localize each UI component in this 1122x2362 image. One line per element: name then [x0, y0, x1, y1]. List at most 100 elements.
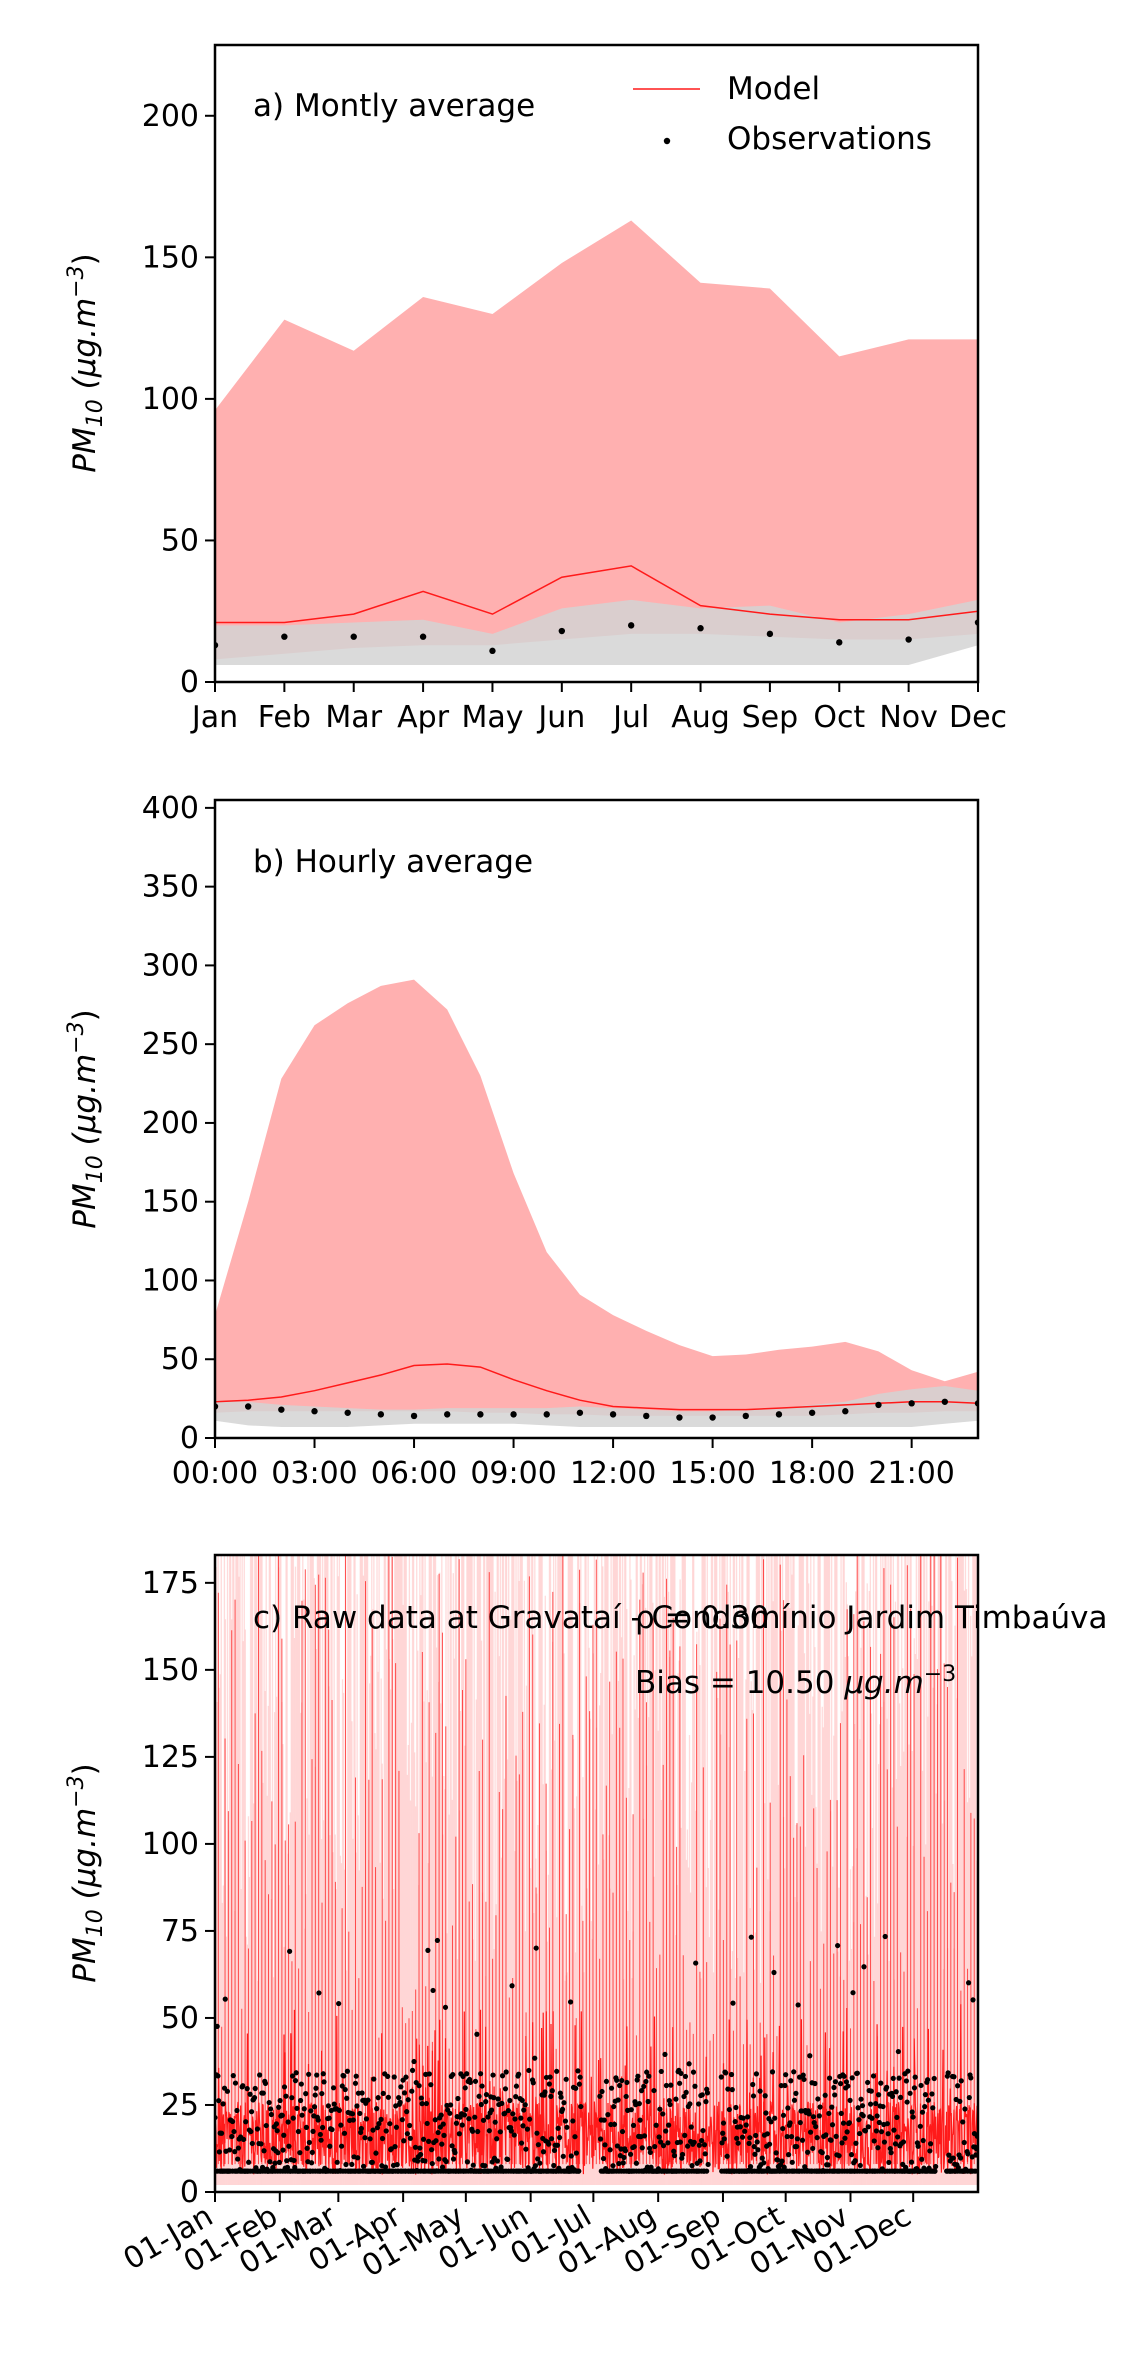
panel-c-observation-point [647, 2149, 653, 2156]
panel-c-observation-point [876, 2119, 882, 2126]
panel-c-observation-point [462, 2085, 468, 2091]
panel-b-observation-point [742, 1412, 749, 1420]
panel-c-observation-point [759, 2155, 765, 2161]
panel-c-observation-point [665, 2140, 671, 2146]
panel-c-observation-point [268, 2106, 274, 2112]
panel-c-observation-point [645, 2098, 651, 2105]
panel-c-observation-point [843, 2079, 850, 2085]
panel-c-observation-point [275, 2150, 281, 2156]
panel-c-observation-point [439, 2164, 446, 2170]
panel-c-observation-point [559, 2106, 566, 2112]
panel-a-observation-point [489, 647, 496, 655]
panel-c-observation-point [404, 2109, 410, 2115]
panel-c-observation-point [873, 2128, 880, 2134]
panel-c-observation-point [783, 2072, 789, 2078]
panel-b-observation-point [875, 1401, 882, 1409]
panel-c-observation-point [605, 2112, 611, 2118]
panel-c-observation-point [563, 2076, 569, 2082]
panel-c-observation-point [849, 2075, 855, 2081]
panel-a-ytick-label: 50 [161, 523, 199, 558]
panel-b-xtick-label: 09:00 [470, 1456, 556, 1491]
panel-c-observation-point [417, 2151, 424, 2158]
panel-c-observation-point [782, 2082, 788, 2089]
panel-c-observation-point [641, 2083, 647, 2090]
panel-b-ytick-label: 100 [142, 1263, 199, 1298]
panel-c-observation-point [577, 2074, 583, 2080]
panel-c-observation-point [502, 2086, 509, 2092]
panel-c-observation-point [919, 2109, 926, 2115]
panel-c-observation-point [845, 2083, 851, 2089]
panel-b-ytick-label: 250 [142, 1027, 199, 1062]
panel-c-observation-point [900, 2139, 907, 2145]
panel-c-observation-point [791, 2097, 798, 2103]
panel-a-xtick-label: Feb [258, 700, 311, 735]
panel-b-observation-point [643, 1412, 650, 1420]
panel-c-observation-point [732, 2118, 738, 2125]
panel-c-observation-point [668, 2082, 674, 2088]
panel-c-observation-point [842, 2135, 848, 2141]
panel-c-observation-point [676, 2080, 683, 2086]
panel-c-observation-point [690, 2069, 697, 2075]
panel-c-observation-point [826, 2075, 833, 2081]
panel-c-observation-point [681, 2093, 687, 2100]
panel-c-observation-point [424, 2120, 430, 2127]
panel-c-observation-point [946, 2152, 952, 2158]
panel-c-observation-point [671, 2148, 677, 2154]
panel-c-observation-point [846, 2120, 852, 2126]
panel-c-observation-point [508, 2128, 514, 2134]
panel-c-observation-point [631, 2144, 637, 2150]
panel-c-observation-point [750, 2093, 757, 2099]
panel-c-observation-point [329, 2126, 335, 2133]
panel-a-xtick-label: May [461, 700, 523, 735]
panel-c-observation-point [320, 2071, 326, 2077]
panel-c-observation-point [505, 2107, 511, 2114]
panel-c-observation-point [551, 2147, 558, 2154]
panel-c-observation-point [555, 2125, 561, 2131]
panel-c-observation-point [357, 2110, 363, 2117]
panel-c-observation-point [284, 2158, 290, 2164]
panel-c-observation-point [917, 2123, 923, 2129]
panel-c-observation-point [429, 2160, 435, 2167]
panel-b-observation-point [311, 1408, 318, 1415]
panel-c-observation-point [293, 2070, 299, 2076]
panel-c-observation-point [824, 2154, 830, 2161]
panel-c-observation-point [485, 2114, 491, 2120]
panel-c-observation-point [747, 2164, 754, 2170]
panel-c-observation-point [434, 1937, 441, 1944]
panel-c-observation-point [780, 2125, 786, 2132]
panel-c-observation-point [778, 2082, 784, 2089]
panel-c-observation-point [614, 2077, 620, 2083]
panel-c-observation-point [618, 2146, 624, 2152]
panel-c-observation-point [491, 2095, 497, 2101]
panel-c-observation-point [704, 2168, 710, 2174]
panel-c-observation-point [810, 2145, 816, 2152]
panel-c-observation-point [772, 2115, 778, 2121]
panel-c-observation-point [306, 2071, 312, 2077]
panel-c-observation-point [292, 2078, 299, 2084]
panel-b-hourly: 0 50 100 150 200 250 300 350 400 00:00 03:00 06:00 0… [64, 791, 980, 1491]
panel-b-observation-point [842, 1408, 849, 1415]
panel-c-observation-point [532, 2163, 539, 2169]
panel-c-observation-point [527, 2116, 533, 2122]
panel-c-observation-point [394, 2162, 400, 2168]
panel-c-observation-point [611, 2121, 618, 2127]
panel-c-observation-point [232, 2080, 239, 2086]
panel-c-observation-point [392, 2144, 398, 2150]
panel-c-observation-point [960, 2119, 966, 2125]
panel-c-observation-point [603, 2078, 610, 2085]
panel-a-xtick-label: Apr [397, 700, 450, 735]
panel-c-observation-point [734, 2135, 740, 2141]
panel-c-observation-point [910, 2114, 916, 2120]
panel-c-observation-point [927, 2141, 934, 2147]
panel-c-observation-point [560, 2153, 566, 2159]
panel-c-observation-point [551, 2162, 557, 2169]
panel-c-observation-point [474, 2031, 480, 2037]
panel-a-observation-point [905, 636, 912, 643]
panel-c-observation-point [882, 1933, 888, 1940]
panel-c-observation-point [633, 2160, 640, 2166]
panel-c-observation-point [657, 2139, 664, 2145]
panel-c-observation-point [817, 2104, 823, 2110]
panel-c-observation-point [533, 1945, 539, 1951]
panel-a-ylabel: PM10 (μg.m−3) [64, 253, 108, 472]
panel-c-observation-point [472, 2114, 478, 2120]
